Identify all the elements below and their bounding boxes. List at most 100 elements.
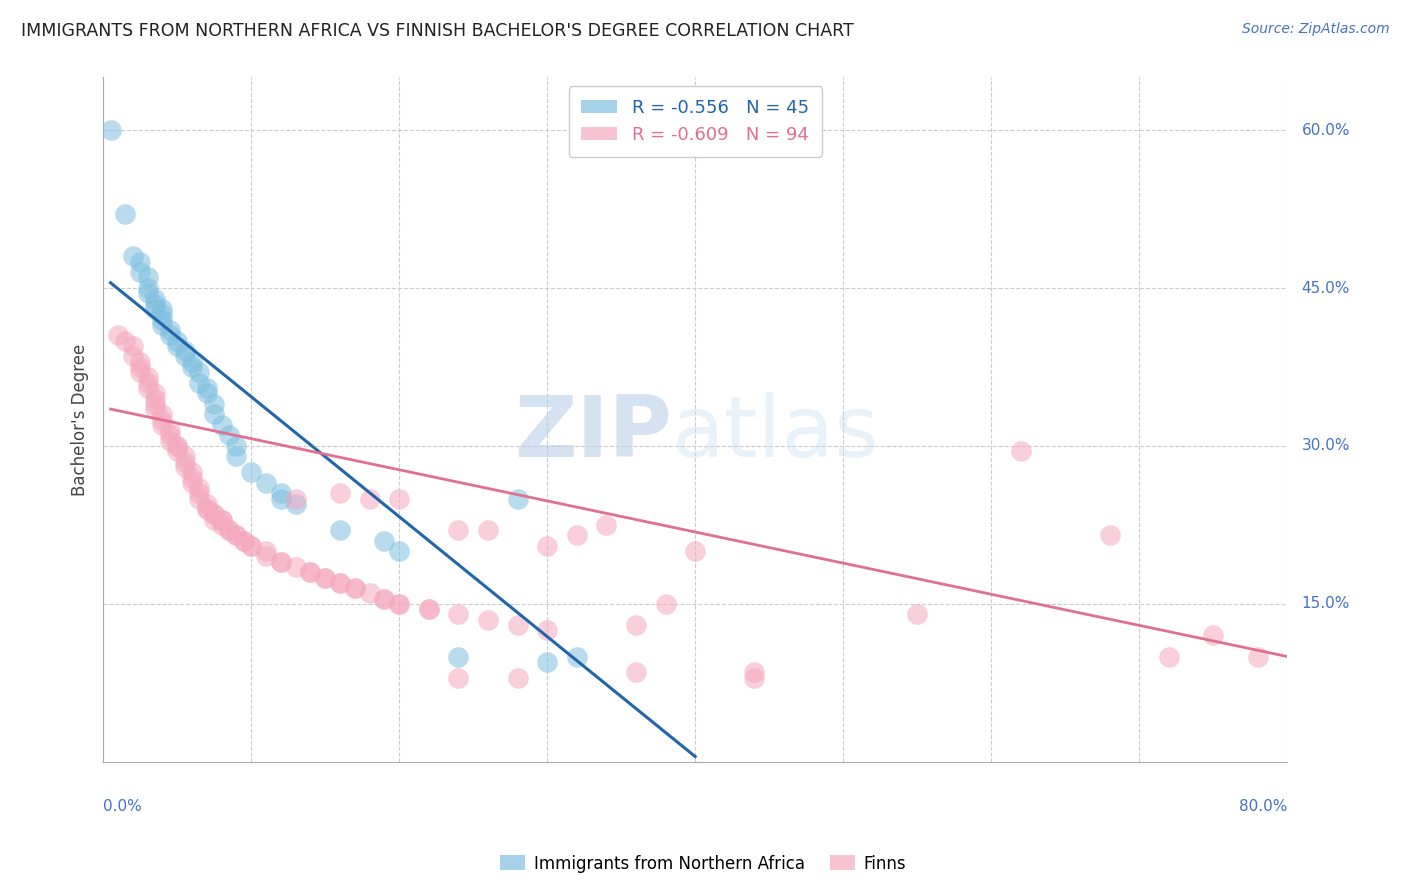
Text: 60.0%: 60.0% — [1302, 122, 1350, 137]
Point — [143, 297, 166, 311]
Point — [107, 328, 129, 343]
Point — [624, 618, 647, 632]
Point — [477, 613, 499, 627]
Point — [188, 376, 211, 390]
Point — [166, 439, 188, 453]
Text: Source: ZipAtlas.com: Source: ZipAtlas.com — [1241, 22, 1389, 37]
Point — [150, 312, 173, 326]
Point — [506, 491, 529, 506]
Y-axis label: Bachelor's Degree: Bachelor's Degree — [72, 343, 89, 496]
Point — [536, 655, 558, 669]
Point — [195, 497, 218, 511]
Point — [225, 439, 247, 453]
Point — [173, 450, 195, 464]
Point — [225, 528, 247, 542]
Point — [143, 402, 166, 417]
Point — [447, 607, 470, 622]
Point — [166, 339, 188, 353]
Point — [136, 370, 159, 384]
Text: ZIP: ZIP — [513, 392, 672, 475]
Text: atlas: atlas — [672, 392, 880, 475]
Point — [254, 544, 277, 558]
Point — [373, 533, 395, 548]
Point — [195, 381, 218, 395]
Point — [202, 508, 225, 522]
Point — [143, 386, 166, 401]
Point — [565, 649, 588, 664]
Point — [447, 523, 470, 537]
Point — [129, 354, 152, 368]
Point — [150, 301, 173, 316]
Point — [683, 544, 706, 558]
Point — [314, 570, 336, 584]
Point — [150, 412, 173, 426]
Point — [218, 523, 240, 537]
Point — [211, 513, 233, 527]
Point — [181, 470, 204, 484]
Point — [506, 618, 529, 632]
Point — [299, 566, 322, 580]
Point — [359, 586, 381, 600]
Point — [218, 428, 240, 442]
Point — [240, 539, 263, 553]
Point — [373, 591, 395, 606]
Point — [388, 544, 411, 558]
Point — [1098, 528, 1121, 542]
Point — [232, 533, 254, 548]
Point — [270, 491, 292, 506]
Point — [188, 481, 211, 495]
Point — [1202, 628, 1225, 642]
Point — [744, 671, 766, 685]
Point — [129, 359, 152, 374]
Legend: Immigrants from Northern Africa, Finns: Immigrants from Northern Africa, Finns — [494, 848, 912, 880]
Point — [129, 365, 152, 379]
Point — [143, 397, 166, 411]
Point — [314, 570, 336, 584]
Point — [418, 602, 440, 616]
Point — [173, 350, 195, 364]
Point — [143, 292, 166, 306]
Text: 15.0%: 15.0% — [1302, 597, 1350, 611]
Point — [150, 417, 173, 432]
Point — [595, 517, 617, 532]
Point — [254, 549, 277, 564]
Point — [136, 381, 159, 395]
Point — [1157, 649, 1180, 664]
Point — [284, 497, 307, 511]
Point — [202, 397, 225, 411]
Text: 0.0%: 0.0% — [103, 799, 142, 814]
Point — [188, 365, 211, 379]
Point — [373, 591, 395, 606]
Point — [270, 486, 292, 500]
Point — [254, 475, 277, 490]
Point — [181, 465, 204, 479]
Point — [211, 417, 233, 432]
Point — [1010, 444, 1032, 458]
Point — [188, 486, 211, 500]
Point — [284, 560, 307, 574]
Point — [181, 475, 204, 490]
Point — [150, 307, 173, 321]
Point — [418, 602, 440, 616]
Point — [166, 439, 188, 453]
Point — [166, 444, 188, 458]
Point — [329, 523, 352, 537]
Point — [565, 528, 588, 542]
Point — [624, 665, 647, 680]
Text: 80.0%: 80.0% — [1239, 799, 1288, 814]
Point — [195, 386, 218, 401]
Point — [506, 671, 529, 685]
Point — [211, 513, 233, 527]
Point — [173, 344, 195, 359]
Point — [536, 623, 558, 637]
Point — [129, 265, 152, 279]
Point — [159, 428, 181, 442]
Point — [905, 607, 928, 622]
Point — [329, 486, 352, 500]
Point — [299, 566, 322, 580]
Point — [114, 334, 136, 348]
Point — [181, 359, 204, 374]
Point — [195, 502, 218, 516]
Point — [202, 513, 225, 527]
Point — [388, 597, 411, 611]
